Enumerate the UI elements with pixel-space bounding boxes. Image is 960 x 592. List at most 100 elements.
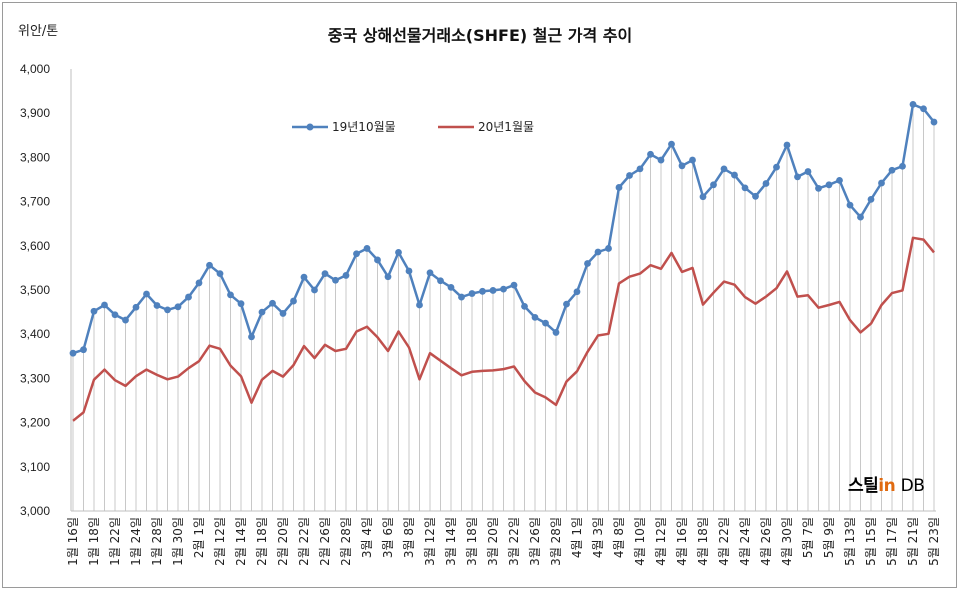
data-point-series-1 (500, 285, 507, 293)
legend-item-series-1: 19년10월물 (292, 118, 396, 135)
data-point-series-1 (699, 193, 707, 201)
data-point-series-1 (521, 302, 528, 310)
x-tick-label: 5월 17일 (885, 517, 899, 566)
data-point-series-1 (437, 277, 444, 285)
data-point-series-1 (111, 311, 119, 319)
y-axis-unit-label: 위안/톤 (18, 24, 59, 39)
data-point-series-1 (206, 261, 213, 269)
x-tick-label: 3월 20일 (486, 517, 500, 566)
x-tick-label: 1월 16일 (66, 517, 80, 566)
data-point-series-1 (636, 165, 644, 173)
data-point-series-1 (899, 162, 906, 170)
data-point-series-1 (69, 349, 77, 357)
data-point-series-1 (731, 171, 738, 179)
data-point-series-1 (626, 172, 633, 179)
data-point-series-1 (594, 248, 602, 256)
data-point-series-1 (80, 346, 87, 354)
data-point-series-1 (920, 105, 927, 113)
data-point-series-1 (216, 270, 224, 278)
data-point-series-1 (416, 301, 423, 309)
x-tick-label: 3월 12일 (423, 517, 437, 566)
data-point-series-1 (741, 184, 749, 192)
data-point-series-1 (531, 314, 539, 321)
data-point-series-1 (489, 287, 497, 294)
x-tick-label: 5월 9일 (822, 517, 836, 558)
legend-swatch-series-1 (292, 123, 328, 130)
x-tick-label: 2월 26일 (318, 517, 332, 566)
x-tick-label: 5월 13일 (843, 517, 857, 566)
x-tick-label: 2월 14일 (234, 517, 248, 566)
x-tick-label: 3월 6일 (381, 517, 395, 558)
series-line-2 (72, 236, 935, 422)
x-tick-label: 3월 28일 (549, 517, 563, 566)
data-point-series-1 (363, 245, 371, 252)
x-tick-label: 3월 22일 (507, 517, 521, 566)
x-tick-label: 5월 15일 (864, 517, 878, 566)
x-tick-label: 1월 22일 (108, 517, 122, 566)
data-point-series-1 (762, 180, 770, 187)
data-point-series-1 (909, 100, 917, 108)
data-point-series-1 (395, 249, 402, 256)
data-point-series-1 (584, 260, 591, 267)
data-point-series-1 (888, 166, 896, 174)
x-tick-label: 4월 16일 (675, 517, 689, 566)
data-point-series-1 (783, 141, 791, 149)
x-tick-label: 4월 8일 (612, 517, 626, 558)
y-tick-label: 3,200 (20, 416, 50, 430)
x-tick-label: 3월 4일 (360, 517, 374, 558)
y-tick-label: 3,500 (20, 283, 50, 297)
x-tick-label: 3월 14일 (444, 517, 458, 566)
data-point-series-1 (405, 267, 413, 275)
x-tick-label: 5월 7일 (801, 517, 815, 558)
data-point-series-1 (552, 329, 560, 336)
data-point-series-1 (384, 273, 392, 281)
data-point-series-1 (164, 306, 171, 314)
chart-title: 중국 상해선물거래소(SHFE) 철근 가격 추이 (327, 26, 633, 45)
data-point-series-1 (300, 273, 308, 281)
data-point-series-1 (836, 176, 843, 184)
data-point-series-1 (930, 118, 938, 126)
x-tick-label: 5월 21일 (906, 517, 920, 566)
data-point-series-1 (668, 140, 675, 148)
y-tick-label: 3,900 (20, 106, 50, 120)
x-tick-label: 1월 30일 (171, 517, 185, 566)
data-point-series-1 (563, 300, 570, 308)
data-point-series-1 (153, 302, 161, 309)
y-tick-label: 3,700 (20, 195, 50, 209)
data-point-series-1 (101, 301, 108, 309)
y-tick-label: 3,800 (20, 150, 50, 164)
x-tick-label: 4월 24일 (738, 517, 752, 566)
y-tick-label: 3,000 (20, 504, 50, 518)
data-point-series-1 (426, 269, 434, 277)
data-point-series-1 (269, 299, 276, 307)
logo-text-db: DB (900, 476, 925, 496)
x-tick-label: 4월 1일 (570, 517, 584, 558)
data-point-series-1 (237, 300, 245, 308)
data-point-series-1 (878, 179, 885, 187)
data-point-series-1 (290, 297, 297, 305)
y-tick-label: 3,300 (20, 371, 50, 385)
x-tick-label: 4월 26일 (759, 517, 773, 566)
data-point-series-1 (573, 288, 581, 296)
data-point-series-1 (710, 181, 717, 189)
data-point-series-1 (90, 307, 98, 315)
data-point-series-1 (374, 256, 381, 264)
data-point-series-1 (867, 195, 875, 203)
x-tick-label: 1월 28일 (150, 517, 164, 566)
y-tick-label: 3,600 (20, 239, 50, 253)
data-point-series-1 (458, 293, 465, 301)
data-point-series-1 (447, 283, 455, 291)
steelindb-logo: 스틸in DB (848, 471, 925, 496)
data-point-series-1 (689, 156, 696, 164)
data-point-series-1 (825, 181, 833, 189)
data-point-series-1 (195, 279, 203, 287)
data-point-series-1 (815, 184, 822, 192)
data-point-series-1 (132, 303, 140, 311)
data-point-series-1 (794, 173, 801, 181)
x-tick-label: 1월 24일 (129, 517, 143, 566)
data-point-series-1 (720, 165, 728, 173)
data-point-series-1 (542, 319, 549, 327)
data-point-series-1 (657, 156, 665, 164)
legend-label-series-2: 20년1월물 (478, 120, 535, 134)
data-point-series-1 (185, 293, 192, 301)
